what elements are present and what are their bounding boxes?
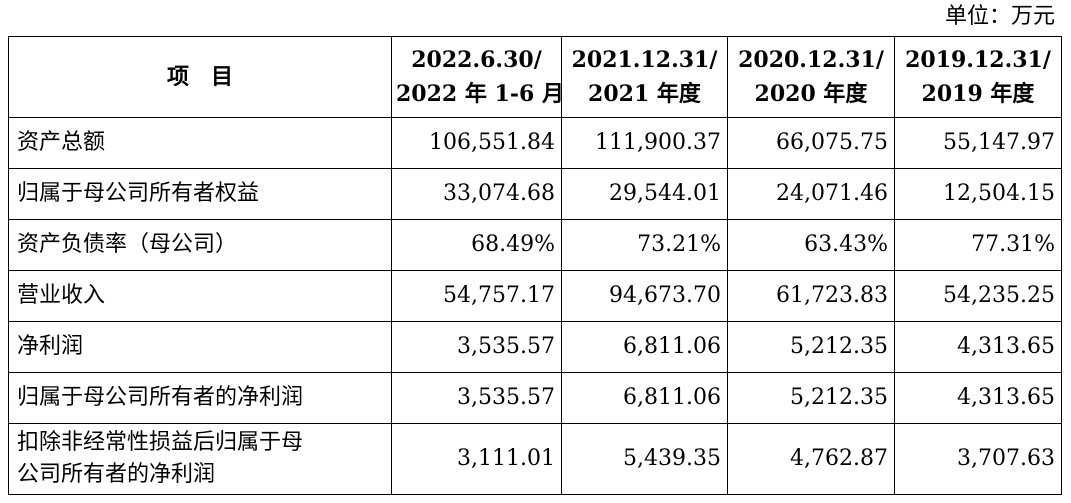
cell-value: 54,757.17: [391, 270, 562, 322]
row-label: 资产负债率（母公司）: [8, 219, 392, 271]
cell-value: 5,439.35: [561, 423, 728, 495]
cell-value: 111,900.37: [561, 117, 728, 169]
cell-value: 68.49%: [391, 219, 562, 271]
header-period-date: 2019.12.31/: [905, 47, 1051, 73]
header-period-name: 2019 年度: [921, 81, 1035, 107]
cell-value: 54,235.25: [894, 270, 1062, 322]
cell-value: 77.31%: [894, 219, 1062, 271]
table-row-total-assets: 资产总额 106,551.84 111,900.37 66,075.75 55,…: [8, 117, 1062, 169]
cell-value: 29,544.01: [561, 168, 728, 220]
cell-value: 5,212.35: [727, 372, 895, 424]
header-item: 项 目: [8, 36, 392, 118]
cell-value: 6,811.06: [561, 372, 728, 424]
header-period-3: 2020.12.31/ 2020 年度: [727, 36, 895, 118]
row-label: 扣除非经常性损益后归属于母 公司所有者的净利润: [8, 423, 392, 495]
cell-value: 106,551.84: [391, 117, 562, 169]
header-period-4: 2019.12.31/ 2019 年度: [894, 36, 1062, 118]
row-label: 归属于母公司所有者的净利润: [8, 372, 392, 424]
row-label-line-2: 公司所有者的净利润: [17, 462, 216, 487]
cell-value: 55,147.97: [894, 117, 1062, 169]
cell-value: 5,212.35: [727, 321, 895, 373]
header-period-name: 2020 年度: [754, 81, 868, 107]
cell-value: 94,673.70: [561, 270, 728, 322]
header-period-date: 2020.12.31/: [738, 47, 884, 73]
cell-value: 12,504.15: [894, 168, 1062, 220]
cell-value: 73.21%: [561, 219, 728, 271]
cell-value: 4,313.65: [894, 321, 1062, 373]
header-period-name: 2021 年度: [588, 81, 701, 107]
row-label-line-1: 扣除非经常性损益后归属于母: [17, 430, 304, 455]
table-row-revenue: 营业收入 54,757.17 94,673.70 61,723.83 54,23…: [8, 270, 1062, 322]
cell-value: 3,535.57: [391, 372, 562, 424]
cell-value: 4,762.87: [727, 423, 895, 495]
cell-value: 3,707.63: [894, 423, 1062, 495]
cell-value: 3,535.57: [391, 321, 562, 373]
header-row: 项 目 2022.6.30/ 2022 年 1-6 月 2021.12.31/ …: [8, 36, 1062, 118]
cell-value: 63.43%: [727, 219, 895, 271]
table-row-debt-ratio: 资产负债率（母公司） 68.49% 73.21% 63.43% 77.31%: [8, 219, 1062, 271]
cell-value: 24,071.46: [727, 168, 895, 220]
cell-value: 61,723.83: [727, 270, 895, 322]
cell-value: 4,313.65: [894, 372, 1062, 424]
cell-value: 33,074.68: [391, 168, 562, 220]
cell-value: 3,111.01: [391, 423, 562, 495]
table-row-net-profit: 净利润 3,535.57 6,811.06 5,212.35 4,313.65: [8, 321, 1062, 373]
unit-label: 单位：万元: [944, 4, 1055, 29]
header-period-name: 2022 年 1-6 月: [396, 81, 562, 107]
header-period-1: 2022.6.30/ 2022 年 1-6 月: [391, 36, 562, 118]
cell-value: 6,811.06: [561, 321, 728, 373]
header-item-label: 项 目: [166, 64, 233, 90]
cell-value: 66,075.75: [727, 117, 895, 169]
financial-table: 项 目 2022.6.30/ 2022 年 1-6 月 2021.12.31/ …: [8, 36, 1062, 495]
header-period-2: 2021.12.31/ 2021 年度: [561, 36, 728, 118]
row-label: 资产总额: [8, 117, 392, 169]
table-row-adjusted-net-profit: 扣除非经常性损益后归属于母 公司所有者的净利润 3,111.01 5,439.3…: [8, 423, 1062, 495]
header-period-date: 2022.6.30/: [411, 47, 542, 73]
row-label: 净利润: [8, 321, 392, 373]
row-label: 营业收入: [8, 270, 392, 322]
header-period-date: 2021.12.31/: [571, 47, 718, 73]
table-row-parent-net-profit: 归属于母公司所有者的净利润 3,535.57 6,811.06 5,212.35…: [8, 372, 1062, 424]
table-row-parent-equity: 归属于母公司所有者权益 33,074.68 29,544.01 24,071.4…: [8, 168, 1062, 220]
row-label: 归属于母公司所有者权益: [8, 168, 392, 220]
